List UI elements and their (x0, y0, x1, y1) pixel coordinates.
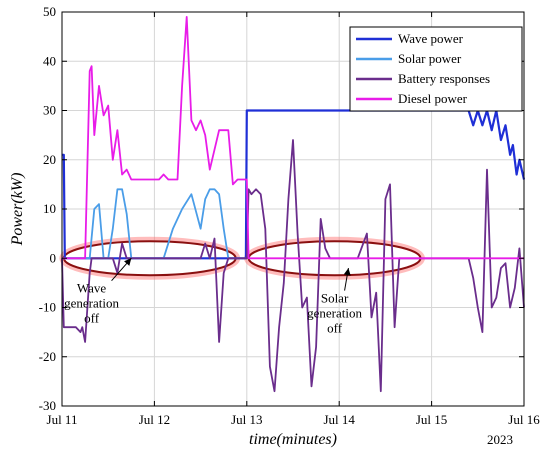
legend: Wave power Solar power Battery responses Di… (349, 26, 523, 112)
x-tick-label: Jul 12 (139, 412, 170, 427)
y-tick-label: -10 (39, 300, 56, 315)
legend-label: Battery responses (398, 71, 490, 86)
y-tick-label: -20 (39, 349, 56, 364)
year-label: 2023 (487, 432, 513, 447)
series-line-wave-power (62, 109, 526, 260)
x-tick-label: Jul 16 (508, 412, 540, 427)
y-ticks: -30 -20 -10 0 10 20 30 40 50 (39, 4, 524, 413)
x-axis-label: time(minutes) (249, 431, 337, 448)
y-tick-label: 0 (50, 250, 57, 265)
x-tick-label: Jul 14 (323, 412, 355, 427)
x-tick-label: Jul 11 (47, 412, 78, 427)
y-axis-label: Power(kW) (9, 173, 26, 247)
annotation-text: generation (307, 306, 362, 321)
y-tick-label: 10 (43, 201, 56, 216)
y-tick-label: 20 (43, 152, 56, 167)
y-tick-label: -30 (39, 398, 56, 413)
annotation-text: generation (64, 296, 119, 311)
y-tick-label: 40 (43, 53, 56, 68)
legend-label: Wave power (398, 31, 464, 46)
annotation-arrowhead (124, 258, 132, 266)
annotation-text: off (327, 321, 343, 336)
y-tick-label: 50 (43, 4, 56, 19)
series-line-diesel-power (62, 15, 524, 260)
x-tick-label: Jul 15 (416, 412, 447, 427)
legend-label: Diesel power (398, 91, 468, 106)
annotation-text: Wave (77, 281, 106, 296)
annotation-text: off (84, 311, 100, 326)
annotation-arrowhead (343, 268, 351, 276)
annotation-text: Solar (321, 291, 349, 306)
series-lines (61, 15, 526, 393)
legend-box (349, 26, 523, 112)
x-ticks: Jul 11 Jul 12 Jul 13 Jul 14 Jul 15 Jul 16 (47, 12, 540, 427)
x-tick-label: Jul 13 (231, 412, 262, 427)
legend-label: Solar power (398, 51, 462, 66)
y-tick-label: 30 (43, 103, 56, 118)
